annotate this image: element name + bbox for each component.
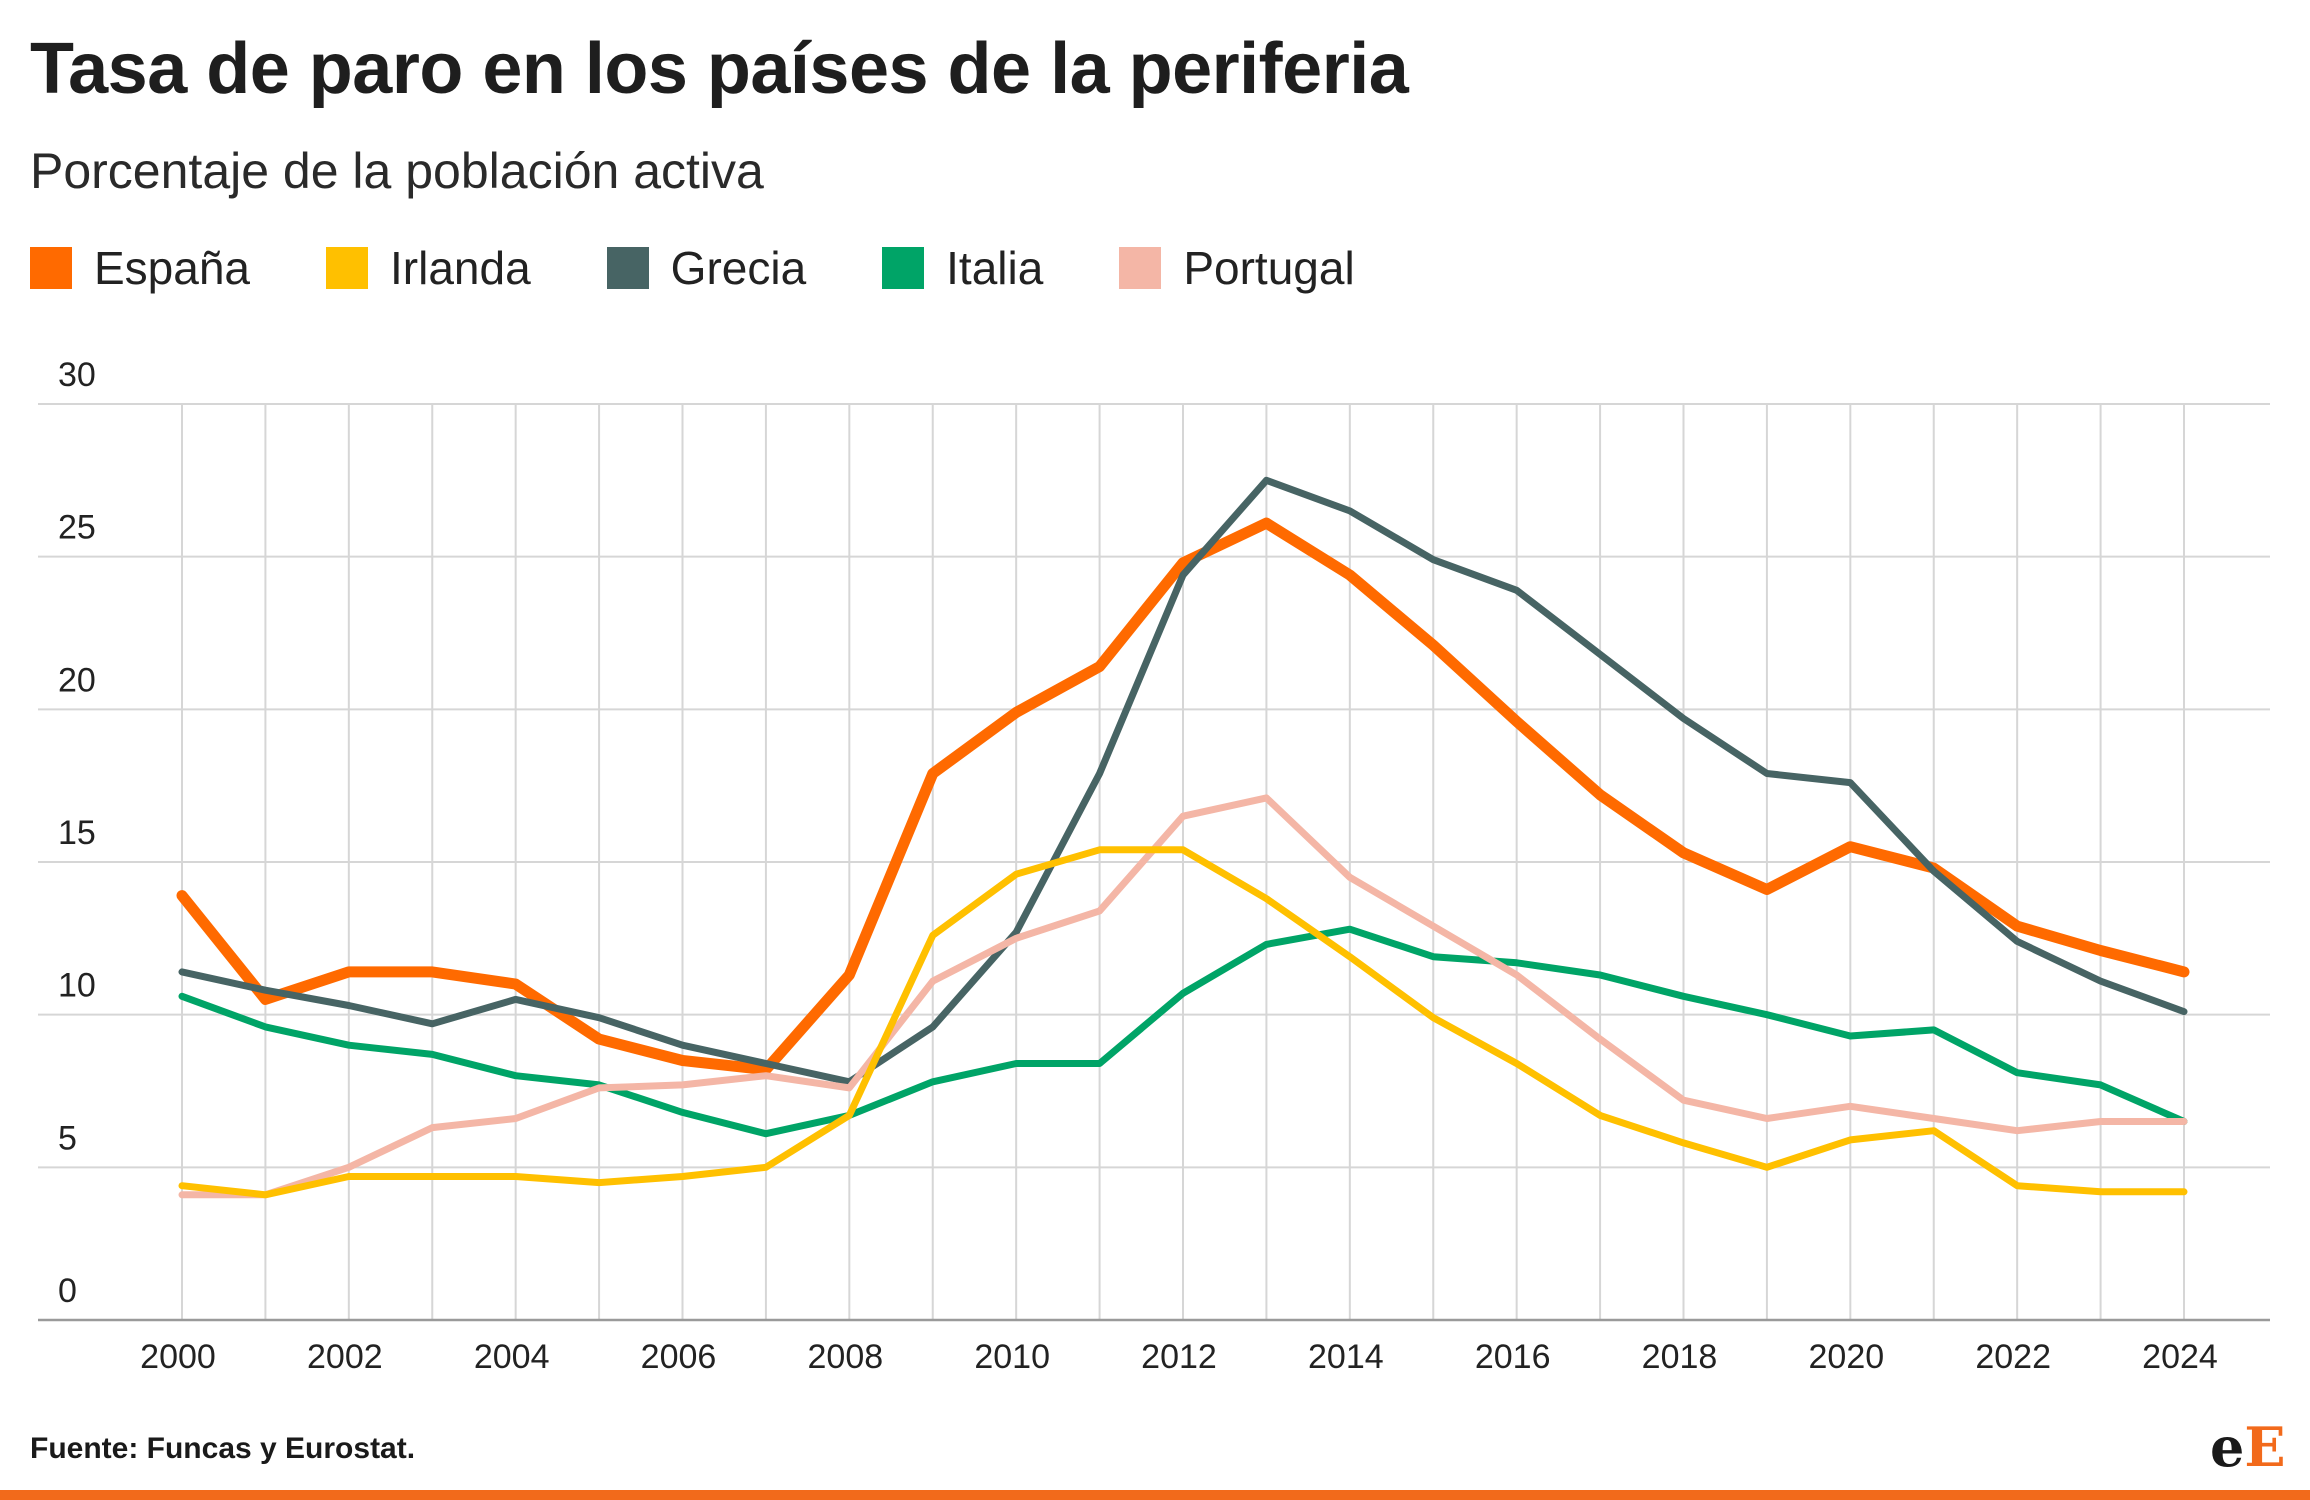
brand-logo: eE: [2210, 1420, 2286, 1474]
x-tick-label: 2014: [1308, 1338, 1384, 1376]
y-tick-label: 15: [58, 814, 96, 852]
series-line: [176, 517, 2190, 1076]
series-line: [178, 846, 2188, 1199]
legend-item: Portugal: [1119, 241, 1355, 295]
x-tick-label: 2008: [808, 1338, 884, 1376]
x-tick-label: 2006: [641, 1338, 717, 1376]
x-tick-label: 2022: [1975, 1338, 2051, 1376]
series-line: [178, 925, 2188, 1138]
logo-right-letter: E: [2244, 1415, 2286, 1479]
y-tick-label: 0: [58, 1272, 77, 1310]
page-subtitle: Porcentaje de la población activa: [30, 143, 764, 199]
y-tick-label: 5: [58, 1119, 77, 1157]
y-tick-label: 30: [58, 356, 96, 394]
legend-swatch: [1119, 247, 1162, 289]
x-tick-label: 2020: [1809, 1338, 1885, 1376]
legend-label: Irlanda: [390, 242, 531, 294]
x-tick-label: 2016: [1475, 1338, 1551, 1376]
x-tick-label: 2018: [1642, 1338, 1718, 1376]
legend-item: Grecia: [606, 241, 807, 295]
x-tick-label: 2004: [474, 1338, 550, 1376]
legend-swatch: [30, 247, 72, 289]
legend-label: Italia: [946, 242, 1044, 294]
legend-swatch: [882, 247, 925, 289]
legend-label: España: [94, 242, 251, 294]
legend-label: Grecia: [670, 242, 807, 294]
page-title: Tasa de paro en los países de la perifer…: [30, 29, 1409, 109]
x-tick-label: 2012: [1141, 1338, 1217, 1376]
legend-swatch: [606, 247, 649, 289]
legend-item: Irlanda: [326, 241, 531, 295]
series-line: [178, 476, 2188, 1086]
legend-item: Italia: [882, 241, 1043, 295]
bottom-accent-bar: [0, 1490, 2310, 1500]
logo-left-letter: e: [2210, 1415, 2245, 1479]
legend: España Irlanda Grecia Italia Portugal: [30, 240, 1431, 296]
series-line: [178, 794, 2188, 1199]
y-tick-label: 20: [58, 661, 96, 699]
legend-item: España: [30, 241, 250, 295]
legend-label: Portugal: [1183, 242, 1355, 294]
x-tick-label: 2010: [974, 1338, 1050, 1376]
y-tick-label: 25: [58, 509, 96, 547]
line-chart: 0 5 10 15 20 25 30 2000 2002 2004 2006 2008 2010 2012…: [38, 356, 2270, 1376]
y-tick-label: 10: [58, 967, 96, 1005]
legend-swatch: [326, 247, 369, 289]
x-tick-label: 2000: [140, 1338, 216, 1376]
x-tick-label: 2024: [2142, 1338, 2218, 1376]
x-tick-label: 2002: [307, 1338, 383, 1376]
source-note: Fuente: Funcas y Eurostat.: [30, 1432, 416, 1465]
